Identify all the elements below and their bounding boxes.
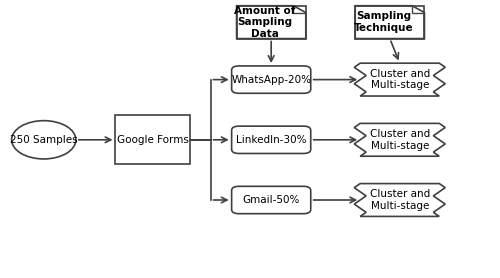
- Text: Cluster and
Multi-stage: Cluster and Multi-stage: [370, 69, 430, 90]
- Text: WhatsApp-20%: WhatsApp-20%: [231, 75, 311, 85]
- Text: Amount of
Sampling
Data: Amount of Sampling Data: [234, 6, 296, 39]
- Text: Sampling
Technique: Sampling Technique: [354, 11, 414, 33]
- Text: Cluster and
Multi-stage: Cluster and Multi-stage: [370, 189, 430, 211]
- Text: 250 Samples: 250 Samples: [10, 135, 78, 145]
- Text: Cluster and
Multi-stage: Cluster and Multi-stage: [370, 129, 430, 151]
- Text: LinkedIn-30%: LinkedIn-30%: [236, 135, 306, 145]
- Text: Gmail-50%: Gmail-50%: [242, 195, 300, 205]
- Text: Google Forms: Google Forms: [116, 135, 188, 145]
